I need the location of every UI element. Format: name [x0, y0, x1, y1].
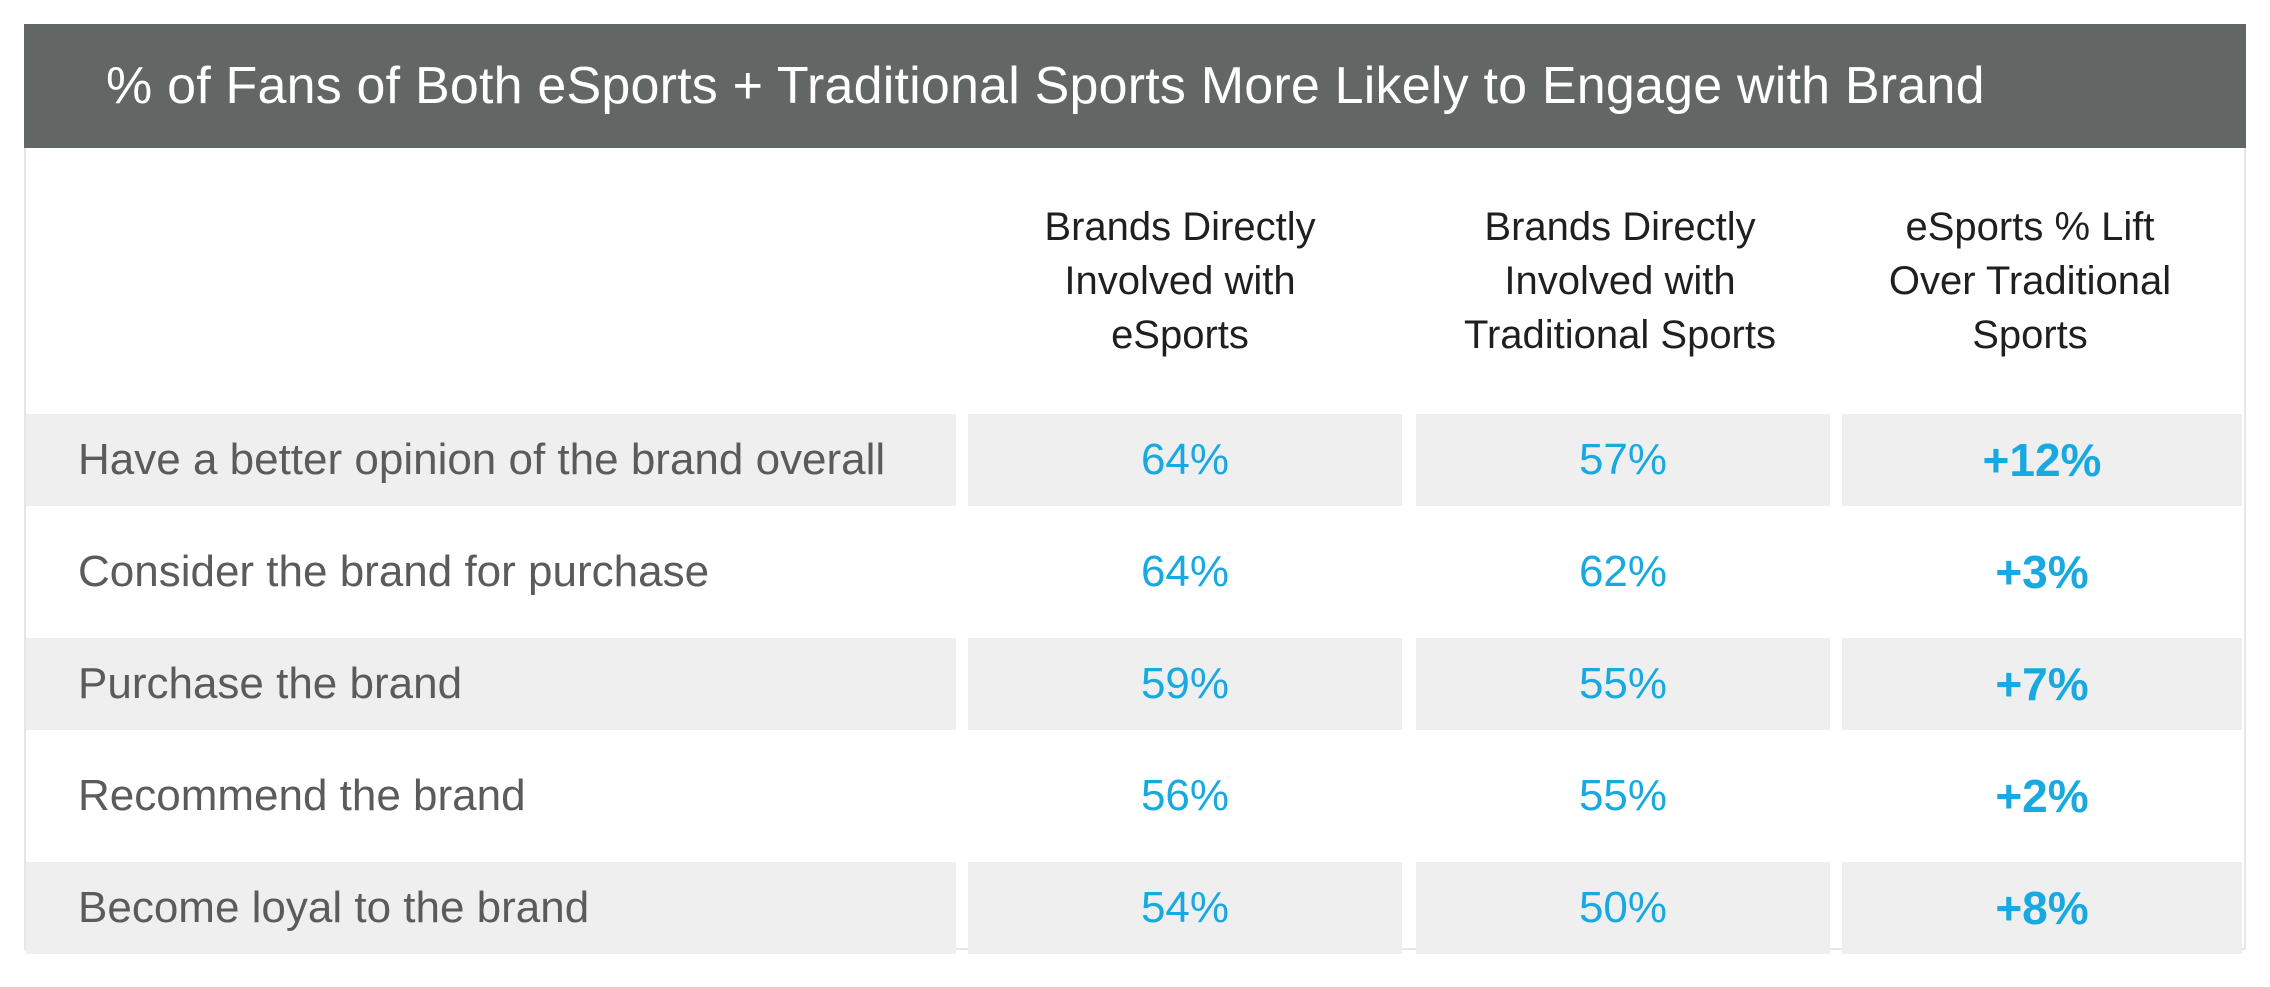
traditional-value: 50% [1416, 862, 1830, 954]
row-label: Recommend the brand [78, 771, 526, 820]
column-header-esports: Brands Directly Involved with eSports [960, 200, 1400, 370]
esports-value: 54% [968, 862, 1402, 954]
row-label: Purchase the brand [26, 638, 956, 730]
column-header-lift: eSports % Lift Over Traditional Sports [1840, 200, 2220, 370]
row-label: Become loyal to the brand [26, 862, 956, 954]
lift-value: +8% [1842, 862, 2242, 954]
column-header-lift-text: eSports % Lift Over Traditional Sports [1888, 205, 2172, 357]
traditional-value: 55% [1416, 638, 1830, 730]
esports-value: 64% [1140, 547, 1230, 596]
column-header-traditional-text: Brands Directly Involved with Traditiona… [1464, 205, 1776, 357]
row-label: Have a better opinion of the brand overa… [26, 414, 956, 506]
esports-value: 56% [1140, 771, 1230, 820]
row-label: Consider the brand for purchase [78, 547, 710, 596]
traditional-value: 55% [1578, 771, 1668, 820]
esports-value: 64% [968, 414, 1402, 506]
lift-value: +3% [1995, 546, 2089, 598]
lift-value: +2% [1995, 770, 2089, 822]
column-header-traditional: Brands Directly Involved with Traditiona… [1410, 200, 1830, 370]
title-bar: % of Fans of Both eSports + Traditional … [24, 24, 2246, 148]
chart-title: % of Fans of Both eSports + Traditional … [106, 57, 1985, 115]
traditional-value: 57% [1416, 414, 1830, 506]
column-header-esports-text: Brands Directly Involved with eSports [1044, 205, 1316, 357]
esports-value: 59% [968, 638, 1402, 730]
lift-value: +7% [1842, 638, 2242, 730]
traditional-value: 62% [1578, 547, 1668, 596]
lift-value: +12% [1842, 414, 2242, 506]
